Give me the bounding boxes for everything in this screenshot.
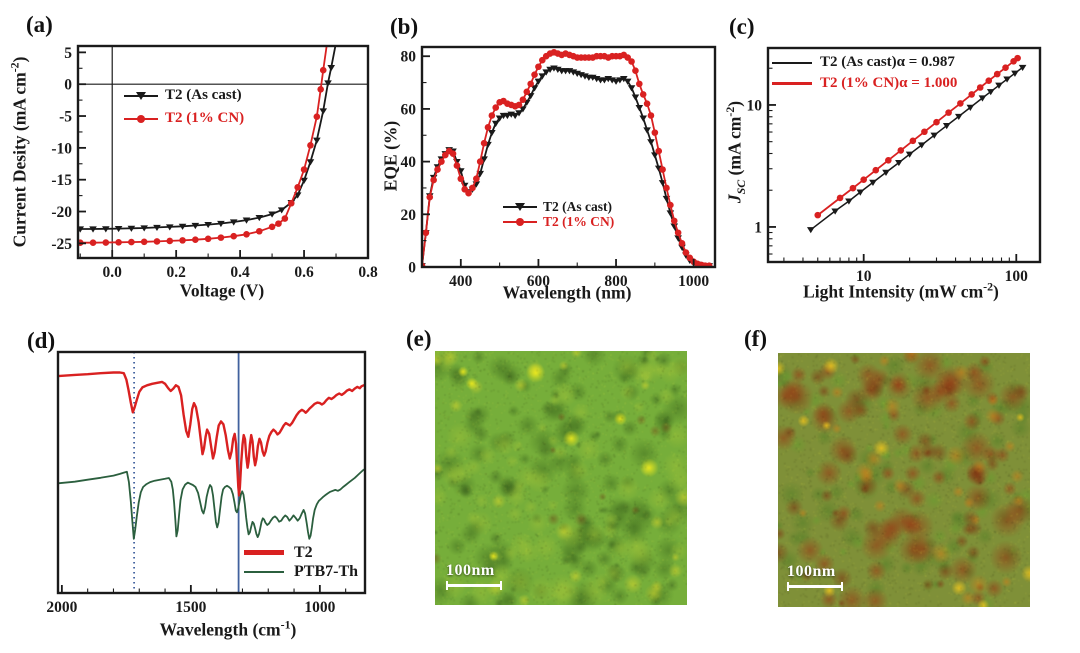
scalebar-line <box>446 581 502 590</box>
svg-text:-15: -15 <box>51 172 72 189</box>
legend-label: T2 (As cast) <box>165 87 242 103</box>
svg-text:60: 60 <box>401 101 417 118</box>
svg-text:1000: 1000 <box>304 599 335 616</box>
legend-eqe: T2 (As cast) T2 (1% CN) <box>503 199 614 229</box>
circle-marker <box>516 217 524 226</box>
legend-entry-cn: T2 (1% CN) <box>124 107 244 130</box>
svg-text:0.0: 0.0 <box>103 264 123 281</box>
x-axis-label-a: Voltage (V) <box>179 280 265 301</box>
svg-text:800: 800 <box>604 273 628 290</box>
legend-entry-as-cast: T2 (As cast) <box>503 199 614 214</box>
legend-label: T2 (1% CN) <box>543 213 615 229</box>
svg-text:10: 10 <box>747 97 763 114</box>
legend-label: T2 (As cast) <box>543 198 612 214</box>
svg-text:-20: -20 <box>51 204 72 221</box>
legend-label: T2 (1% CN) <box>165 110 245 126</box>
legend-entry-cn: T2 (1% CN) <box>503 214 614 229</box>
legend-label: T2 <box>294 543 313 561</box>
tem-image-cn <box>778 353 1030 607</box>
legend-label: T2 (1% CN)α = 1.000 <box>820 75 958 91</box>
legend-jsc: T2 (As cast)α = 0.987 T2 (1% CN)α = 1.00… <box>772 52 957 94</box>
svg-text:-10: -10 <box>51 140 72 157</box>
legend-entry-t2: T2 <box>244 543 358 562</box>
triangle-down-marker <box>136 91 146 100</box>
svg-text:600: 600 <box>527 273 551 290</box>
svg-text:1000: 1000 <box>678 273 709 290</box>
svg-text:10: 10 <box>856 268 872 285</box>
chart-ftir-spectra: 2000 1500 1000 <box>46 350 367 616</box>
svg-text:5: 5 <box>64 45 72 62</box>
svg-text:2000: 2000 <box>46 599 77 616</box>
legend-entry-as-cast: T2 (As cast)α = 0.987 <box>772 52 957 73</box>
scalebar-label: 100nm <box>787 563 836 580</box>
legend-line <box>244 550 284 555</box>
legend-entry-ptb7th: PTB7-Th <box>244 562 358 581</box>
svg-text:0.8: 0.8 <box>358 264 378 281</box>
svg-text:40: 40 <box>401 154 417 171</box>
panel-label-b: (b) <box>390 14 419 39</box>
chart-jv-curve: 0.0 0.2 0.4 0.6 0.8 5 0 -5 -10 -15 -20 -25 <box>51 44 378 281</box>
svg-text:1500: 1500 <box>175 599 206 616</box>
legend-label: T2 (As cast)α = 0.987 <box>820 54 955 70</box>
svg-text:400: 400 <box>449 273 473 290</box>
svg-text:0: 0 <box>408 260 416 277</box>
y-axis-label-b: EQE (%) <box>380 120 401 192</box>
svg-text:20: 20 <box>401 207 417 224</box>
x-axis-label-c: Light Intensity (mW cm-2) <box>803 279 999 302</box>
svg-text:0.4: 0.4 <box>230 264 250 281</box>
x-axis-label-b: Wavelength (nm) <box>502 282 632 303</box>
svg-text:-5: -5 <box>59 109 72 126</box>
legend-entry-as-cast: T2 (As cast) <box>124 84 244 107</box>
chart-jsc-intensity: 10 100 1 10 <box>747 46 1042 285</box>
panel-label-c: (c) <box>729 14 755 39</box>
x-axis-label-d: Wavelength (cm-1) <box>159 617 297 640</box>
legend-ftir: T2 PTB7-Th <box>244 543 358 581</box>
legend-line <box>772 82 812 85</box>
svg-text:-25: -25 <box>51 236 72 253</box>
svg-text:1: 1 <box>754 219 762 236</box>
tem-image-as-cast <box>435 351 687 605</box>
svg-text:80: 80 <box>401 49 417 66</box>
legend-line <box>772 61 812 64</box>
panel-label-d: (d) <box>27 328 56 353</box>
scalebar-label: 100nm <box>446 562 495 579</box>
svg-text:0.6: 0.6 <box>294 264 314 281</box>
y-axis-label-a: Current Desity (mA cm-2) <box>7 56 30 248</box>
scalebar-e: 100nm <box>446 563 502 590</box>
scalebar-line <box>787 582 843 591</box>
svg-text:0.2: 0.2 <box>166 264 186 281</box>
circle-marker <box>137 114 145 123</box>
svg-text:100: 100 <box>1005 268 1029 285</box>
scalebar-f: 100nm <box>787 564 843 591</box>
panel-label-e: (e) <box>406 326 432 351</box>
panel-label-a: (a) <box>26 12 53 37</box>
legend-jv: T2 (As cast) T2 (1% CN) <box>124 84 244 130</box>
legend-entry-cn: T2 (1% CN)α = 1.000 <box>772 73 957 94</box>
y-axis-label-c: JSC (mA cm-2) <box>722 100 749 204</box>
chart-eqe-spectrum: 400 600 800 1000 0 20 40 60 80 <box>401 45 717 290</box>
panel-label-f: (f) <box>744 326 767 351</box>
triangle-down-marker <box>515 202 525 211</box>
svg-text:0: 0 <box>64 77 72 94</box>
legend-line <box>244 570 284 573</box>
legend-label: PTB7-Th <box>294 562 359 580</box>
